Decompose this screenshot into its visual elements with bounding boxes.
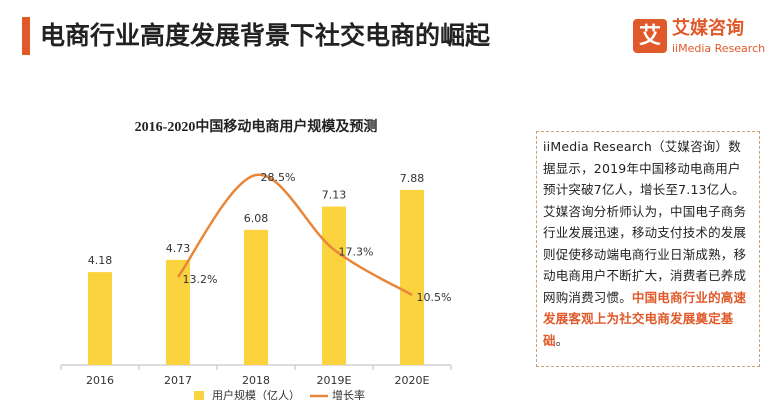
line-label: 13.2% [183, 273, 218, 286]
x-tick-label: 2016 [86, 374, 114, 387]
bar [166, 259, 190, 365]
note-end: 。 [555, 332, 569, 348]
line-label: 10.5% [417, 291, 452, 304]
note-highlight: 中国电商行业的高速发展客观上为社交电商发展奠定基础 [543, 289, 747, 348]
x-tick-label: 2019E [317, 374, 352, 387]
note-box: iiMedia Research（艾媒咨询）数据显示，2019年中国移动电商用户… [536, 131, 760, 367]
logo-icon: 艾 [639, 24, 661, 49]
x-tick-label: 2018 [242, 374, 270, 387]
bar [400, 189, 424, 365]
bar [88, 272, 112, 365]
chart-title: 2016-2020中国移动电商用户规模及预测 [135, 118, 378, 135]
bar-label: 7.88 [400, 172, 425, 185]
bar-label: 7.13 [322, 189, 347, 202]
logo-sub: iiMedia Research [672, 42, 765, 55]
legend-label: 增长率 [332, 388, 365, 400]
bar [244, 229, 268, 365]
x-tick-label: 2017 [164, 374, 192, 387]
bar-label: 6.08 [244, 212, 269, 225]
bar-label: 4.73 [166, 242, 191, 255]
title-accent [22, 17, 30, 55]
legend-label: 用户规模（亿人） [212, 388, 300, 400]
x-tick-label: 2020E [395, 374, 430, 387]
legend-swatch [194, 391, 204, 400]
line-label: 17.3% [339, 246, 374, 259]
growth-line [177, 173, 413, 297]
note-body: iiMedia Research（艾媒咨询）数据显示，2019年中国移动电商用户… [543, 139, 747, 305]
bar [322, 206, 346, 365]
bar-label: 4.18 [88, 254, 113, 267]
logo-name: 艾媒咨询 [672, 17, 744, 39]
line-label: 28.5% [261, 171, 296, 184]
page-title: 电商行业高度发展背景下社交电商的崛起 [40, 21, 491, 50]
logo-icon-bg [633, 19, 667, 53]
